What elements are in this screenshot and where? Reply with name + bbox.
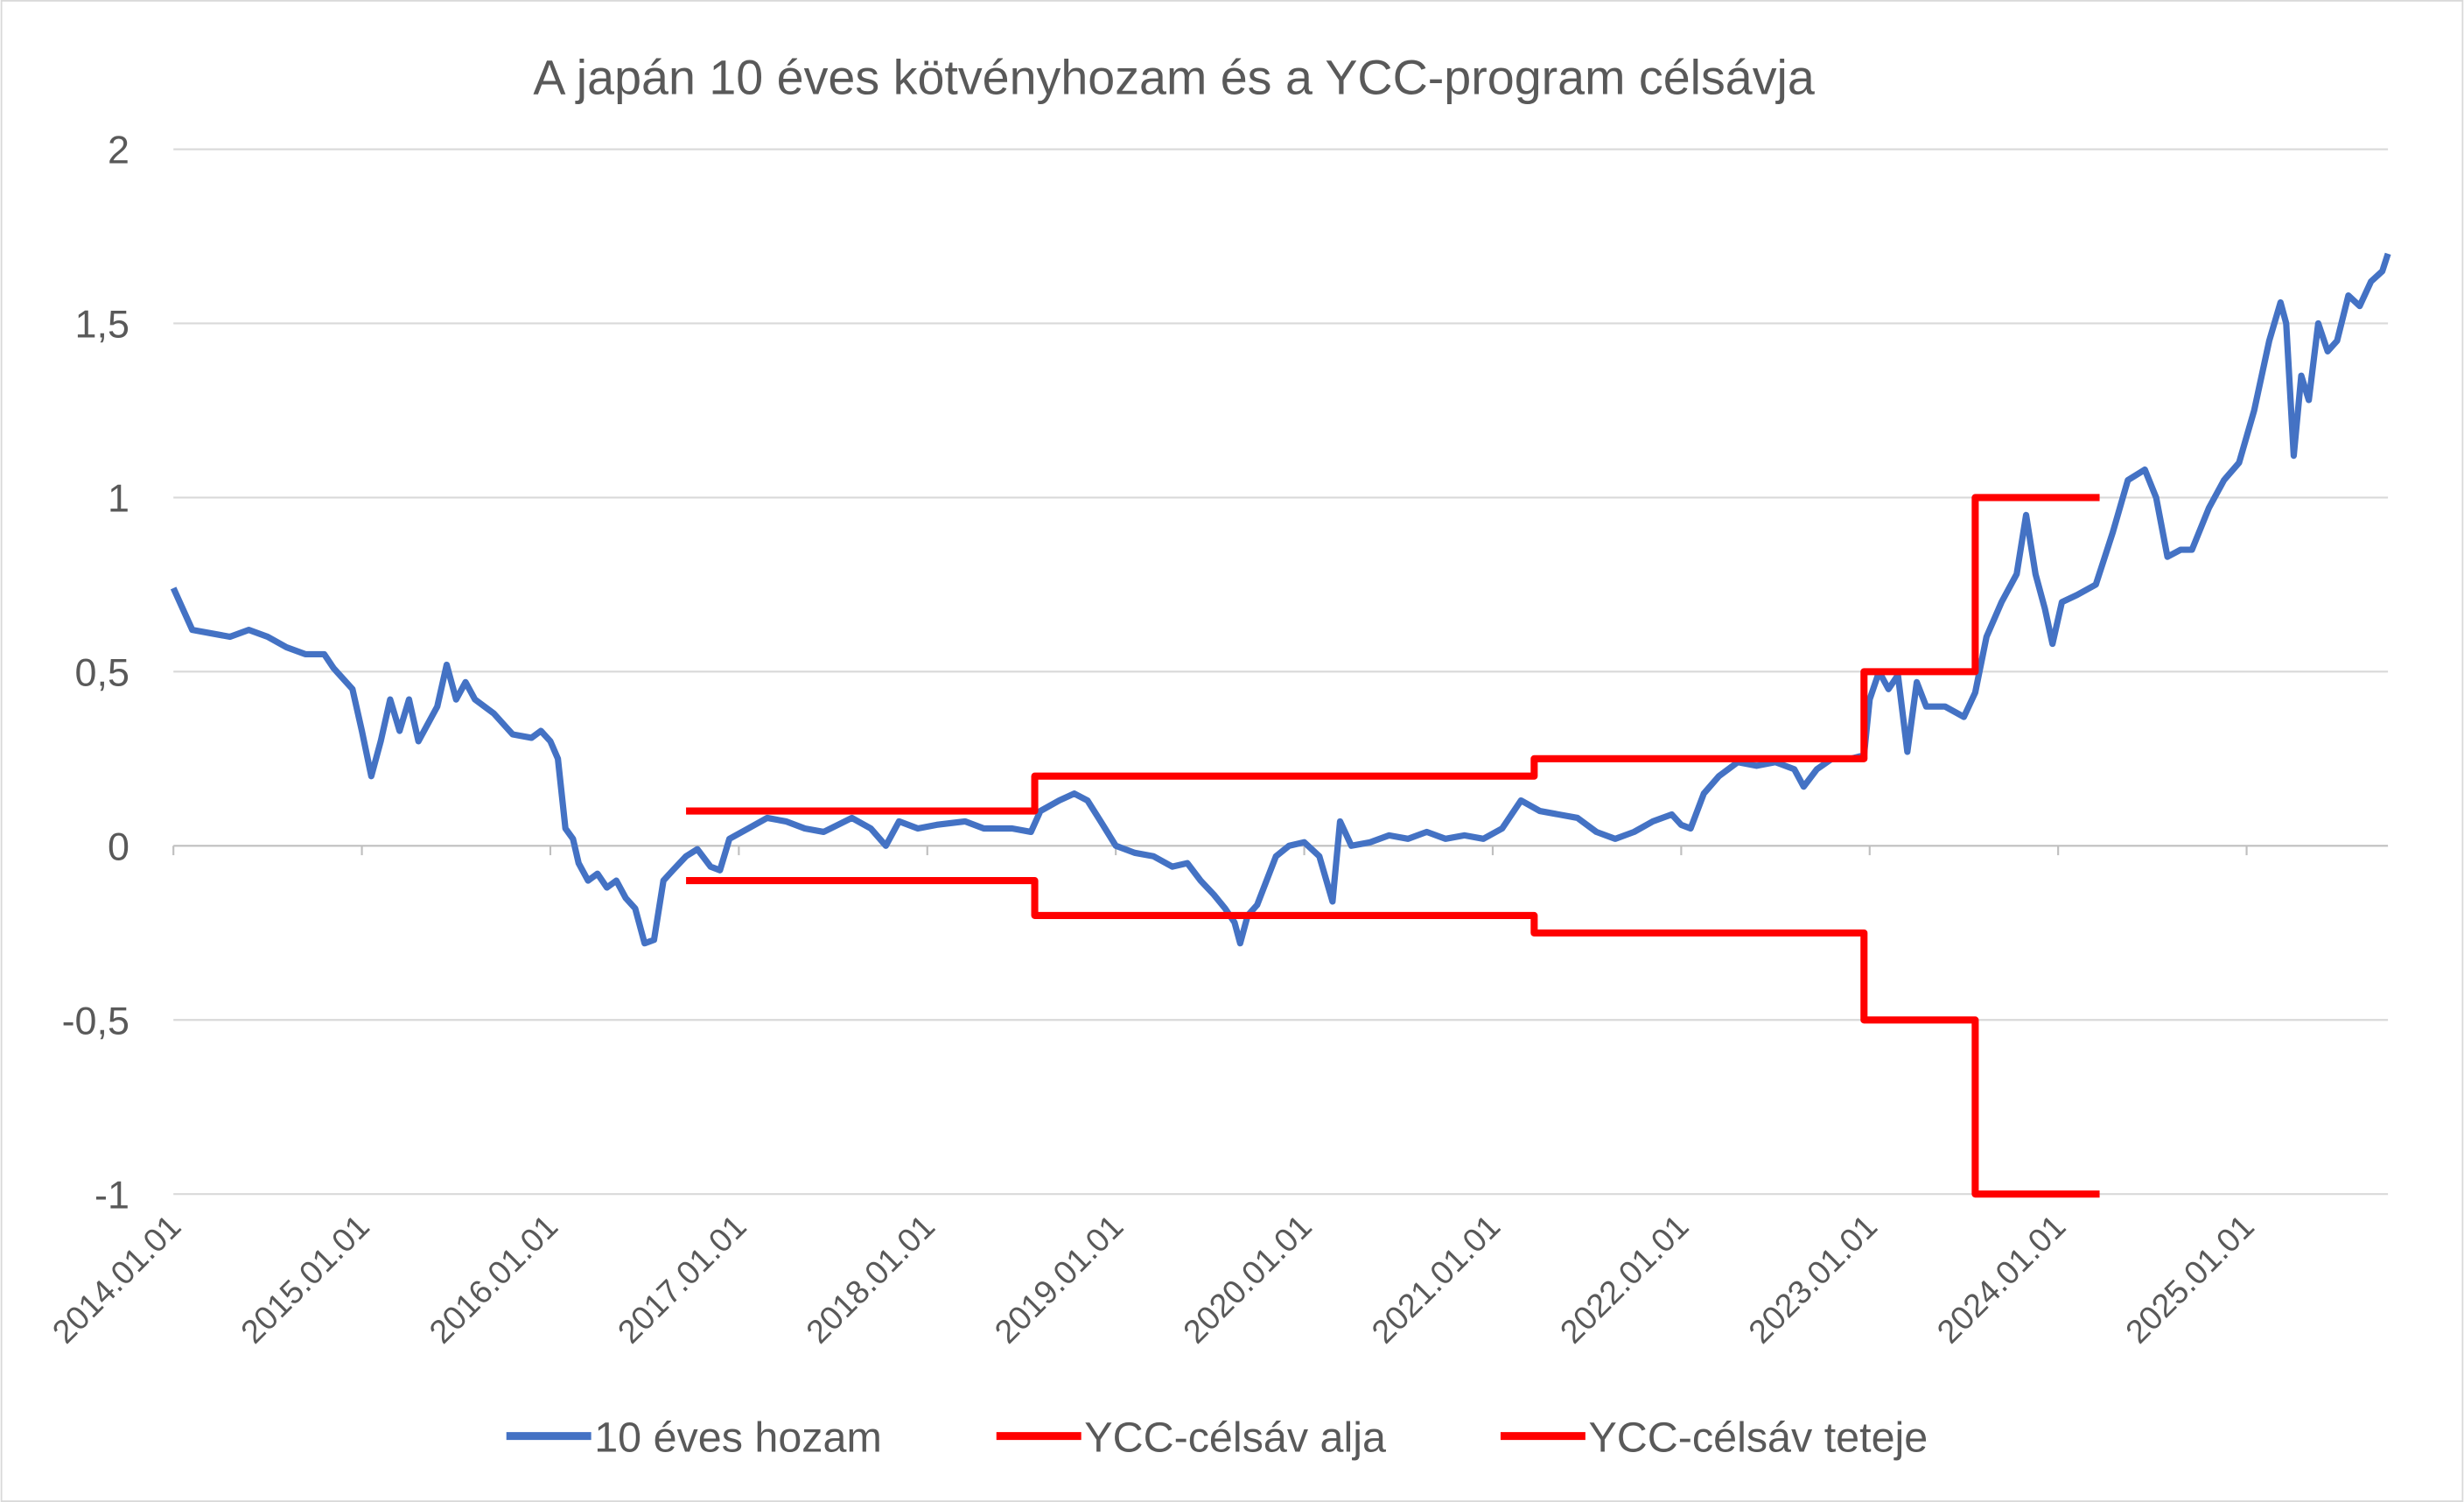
y-tick-label: 0,5 [75,650,130,695]
y-tick-label: 0 [108,824,130,868]
series-line-2 [686,494,2100,815]
y-tick-label: 2 [108,128,130,172]
legend-label: YCC-célsáv teteje [1588,1414,1928,1462]
legend-label: 10 éves hozam [594,1414,882,1462]
series-line-0 [170,252,2391,947]
y-tick-label: 1 [108,476,130,521]
y-tick-label: 1,5 [75,302,130,347]
series-line-1 [686,877,2100,1198]
chart-title: A japán 10 éves kötvényhozam és a YCC-pr… [533,51,1815,105]
y-tick-label: -0,5 [62,998,130,1042]
y-tick-label: -1 [94,1172,130,1217]
legend-label: YCC-célsáv alja [1084,1414,1386,1462]
